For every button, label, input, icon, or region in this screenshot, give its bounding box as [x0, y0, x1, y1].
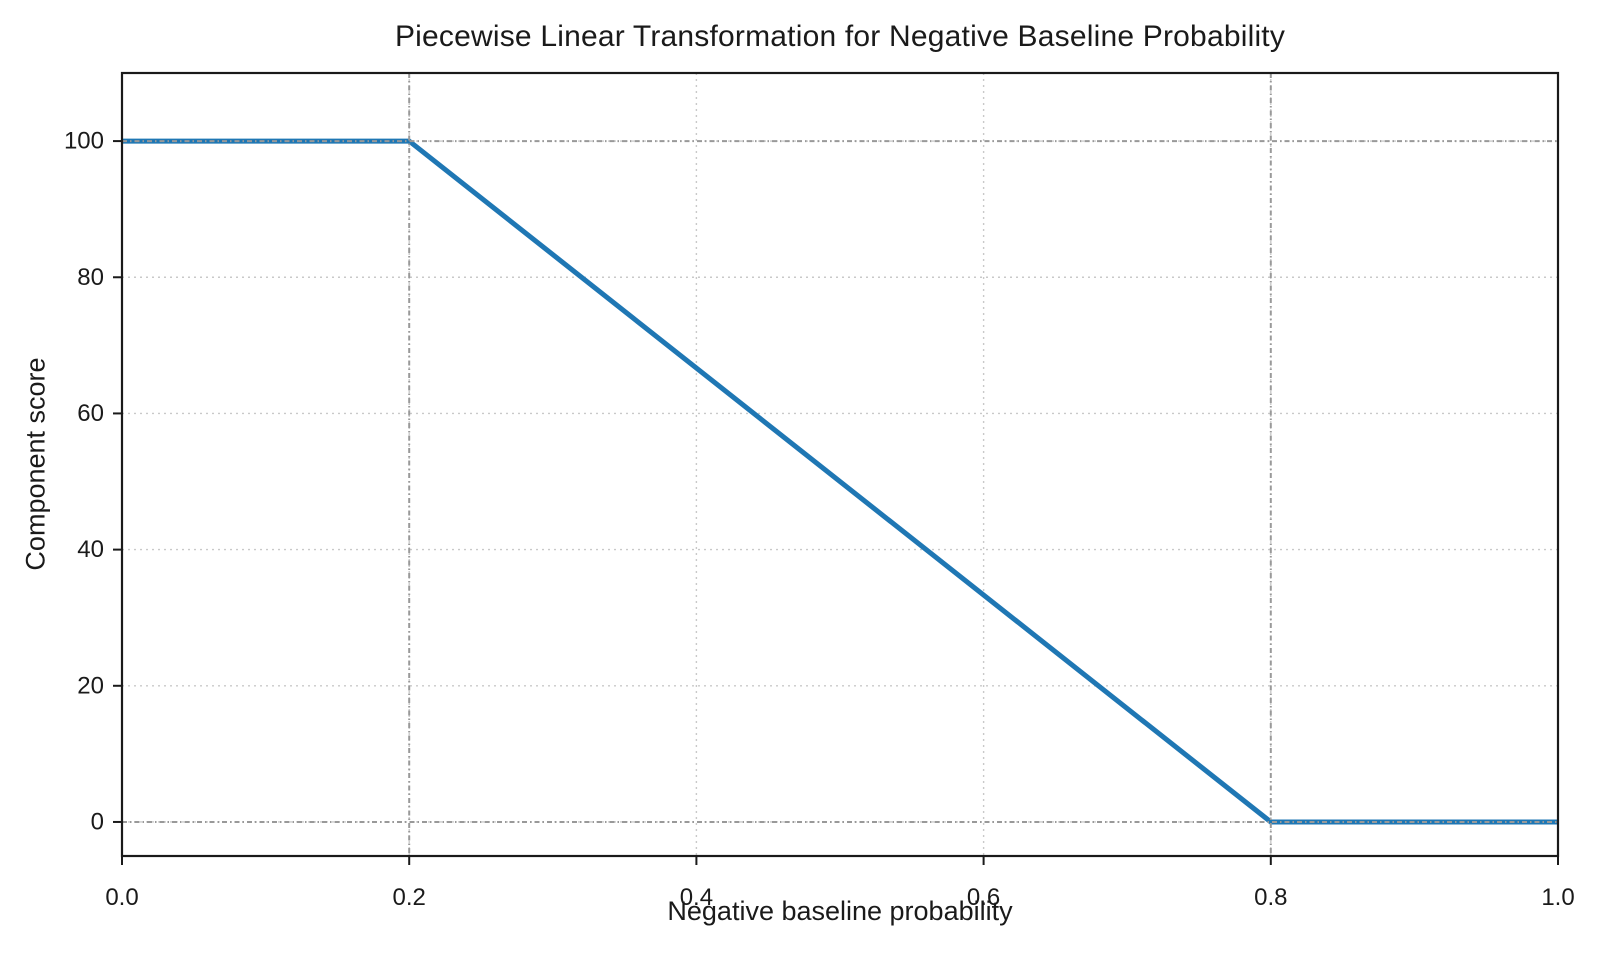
x-tick-label-0.0: 0.0 — [105, 884, 138, 911]
y-tick-label-100: 100 — [64, 128, 104, 155]
y-tick-label-0: 0 — [91, 808, 104, 835]
plot-border — [120, 71, 1560, 858]
series-layer — [122, 138, 1558, 825]
y-tick-label-40: 40 — [77, 536, 104, 563]
x-tick-label-1.0: 1.0 — [1541, 884, 1574, 911]
y-tick-label-20: 20 — [77, 672, 104, 699]
reference-lines-layer — [122, 73, 1558, 856]
x-tick-label-0.2: 0.2 — [393, 884, 426, 911]
chart-title: Piecewise Linear Transformation for Nega… — [394, 20, 1286, 53]
y-axis-label: Component score — [20, 357, 51, 571]
x-tick-label-0.6: 0.6 — [967, 884, 1000, 911]
x-axis-label: Negative baseline probability — [667, 896, 1013, 926]
tick-label-layer: 0.0 0.2 0.4 0.6 0.8 1.0 0 20 40 60 80 100 — [64, 128, 1575, 911]
y-tick-label-60: 60 — [77, 400, 104, 427]
y-tick-label-80: 80 — [77, 264, 104, 291]
x-tick-label-0.4: 0.4 — [680, 884, 713, 911]
grid-layer — [122, 73, 1558, 856]
axis-layer — [113, 71, 1560, 865]
x-tick-label-0.8: 0.8 — [1254, 884, 1287, 911]
series-line-component-score-transform — [122, 138, 1558, 825]
